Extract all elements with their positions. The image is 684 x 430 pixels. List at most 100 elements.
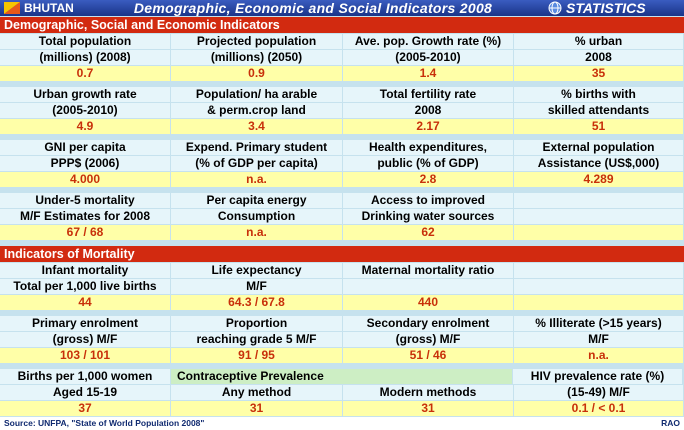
indicator-value: 51: [514, 119, 683, 134]
indicator-label: Any method: [171, 385, 342, 400]
country: BHUTAN: [24, 1, 74, 15]
indicator-value: 62: [343, 225, 513, 240]
indicator-label: Per capita energy: [171, 193, 342, 208]
indicator-value: 1.4: [343, 66, 513, 81]
indicator-value: 44: [0, 295, 170, 310]
indicator-label: & perm.crop land: [171, 103, 342, 118]
globe-icon: [548, 1, 562, 15]
label-row: Total per 1,000 live births M/F: [0, 279, 684, 294]
indicator-label: Consumption: [171, 209, 342, 224]
indicator-label: [514, 263, 683, 278]
indicator-value: 31: [171, 401, 342, 416]
indicator-label: (2005-2010): [0, 103, 170, 118]
indicator-value: 0.1 / < 0.1: [514, 401, 683, 416]
indicator-label: 2008: [343, 103, 513, 118]
brand: STATISTICS: [566, 0, 646, 16]
label-row: Infant mortality Life expectancy Maternal …: [0, 263, 684, 278]
value-row: 4.9 3.4 2.17 51: [0, 119, 684, 134]
indicator-label: Total fertility rate: [343, 87, 513, 102]
label-row: Total population Projected population Ave.…: [0, 34, 684, 49]
indicator-value: 0.9: [171, 66, 342, 81]
indicator-value: n.a.: [171, 225, 342, 240]
indicator-label: M/F Estimates for 2008: [0, 209, 170, 224]
label-row: Births per 1,000 women Contraceptive Prev…: [0, 369, 684, 384]
indicator-label: % births with: [514, 87, 683, 102]
indicator-label: Infant mortality: [0, 263, 170, 278]
label-row: Primary enrolment Proportion Secondary enr…: [0, 316, 684, 331]
indicator-label: Primary enrolment: [0, 316, 170, 331]
indicator-label: Births per 1,000 women: [0, 369, 170, 384]
indicator-label: Projected population: [171, 34, 342, 49]
indicator-label: Contraceptive Prevalence: [171, 369, 342, 384]
indicator-label: (15-49) M/F: [514, 385, 683, 400]
label-row: (millions) (2008) (millions) (2050) (2005-…: [0, 50, 684, 65]
indicator-label: M/F: [171, 279, 342, 294]
indicator-label: Drinking water sources: [343, 209, 513, 224]
indicator-value: n.a.: [514, 348, 683, 363]
indicator-value: [514, 295, 683, 310]
indicator-label: (2005-2010): [343, 50, 513, 65]
indicator-value: 4.000: [0, 172, 170, 187]
indicator-label: Secondary enrolment: [343, 316, 513, 331]
indicator-value: 67 / 68: [0, 225, 170, 240]
indicator-value: 31: [343, 401, 513, 416]
indicator-label: % urban: [514, 34, 683, 49]
label-row: (gross) M/F reaching grade 5 M/F (gross) M…: [0, 332, 684, 347]
indicator-value: [514, 225, 683, 240]
indicator-value: 64.3 / 67.8: [171, 295, 342, 310]
indicator-label: GNI per capita: [0, 140, 170, 155]
indicator-label: [514, 193, 683, 208]
indicator-label: Maternal mortality ratio: [343, 263, 513, 278]
indicator-label: Modern methods: [343, 385, 513, 400]
indicator-label: Total per 1,000 live births: [0, 279, 170, 294]
label-row: Aged 15-19 Any method Modern methods (15-49…: [0, 385, 684, 400]
indicator-label: (gross) M/F: [0, 332, 170, 347]
indicator-label: Urban growth rate: [0, 87, 170, 102]
indicator-label: Under-5 mortality: [0, 193, 170, 208]
indicator-value: 103 / 101: [0, 348, 170, 363]
indicator-value: 51 / 46: [343, 348, 513, 363]
value-row: 37 31 31 0.1 / < 0.1: [0, 401, 684, 416]
label-row: (2005-2010) & perm.crop land 2008 skilled a…: [0, 103, 684, 118]
indicator-label: Life expectancy: [171, 263, 342, 278]
indicator-label: skilled attendants: [514, 103, 683, 118]
indicator-label: [514, 279, 683, 294]
indicator-value: 2.8: [343, 172, 513, 187]
indicator-value: 37: [0, 401, 170, 416]
title: Demographic, Economic and Social Indicat…: [133, 0, 493, 16]
indicator-label: Proportion: [171, 316, 342, 331]
section-title: Indicators of Mortality: [0, 246, 684, 262]
indicator-label: External population: [514, 140, 683, 155]
indicator-label: (gross) M/F: [343, 332, 513, 347]
indicator-value: 4.289: [514, 172, 683, 187]
indicator-label: Health expenditures,: [343, 140, 513, 155]
indicator-value: 2.17: [343, 119, 513, 134]
label-row: Under-5 mortality Per capita energy Access…: [0, 193, 684, 208]
value-row: 67 / 68 n.a. 62: [0, 225, 684, 240]
source: Source: UNFPA, "State of World Populatio…: [4, 418, 205, 428]
label-row: Urban growth rate Population/ ha arable To…: [0, 87, 684, 102]
indicator-table: Demographic, Social and Economic Indicat…: [0, 17, 684, 416]
section-title: Demographic, Social and Economic Indicat…: [0, 17, 684, 33]
indicator-label: Expend. Primary student: [171, 140, 342, 155]
indicator-label: (millions) (2008): [0, 50, 170, 65]
indicator-label: M/F: [514, 332, 683, 347]
indicator-label: Population/ ha arable: [171, 87, 342, 102]
indicator-label: [342, 369, 512, 384]
label-row: M/F Estimates for 2008 Consumption Drinkin…: [0, 209, 684, 224]
indicator-label: PPP$ (2006): [0, 156, 170, 171]
indicator-value: n.a.: [171, 172, 342, 187]
indicator-label: Access to improved: [343, 193, 513, 208]
value-row: 44 64.3 / 67.8 440: [0, 295, 684, 310]
indicator-label: (millions) (2050): [171, 50, 342, 65]
indicator-label: (% of GDP per capita): [171, 156, 342, 171]
indicator-label: Ave. pop. Growth rate (%): [343, 34, 513, 49]
indicator-label: reaching grade 5 M/F: [171, 332, 342, 347]
indicator-label: % Illiterate (>15 years): [514, 316, 683, 331]
indicator-value: 3.4: [171, 119, 342, 134]
indicator-label: Assistance (US$,000): [514, 156, 683, 171]
indicator-value: 0.7: [0, 66, 170, 81]
label-row: PPP$ (2006) (% of GDP per capita) public (…: [0, 156, 684, 171]
